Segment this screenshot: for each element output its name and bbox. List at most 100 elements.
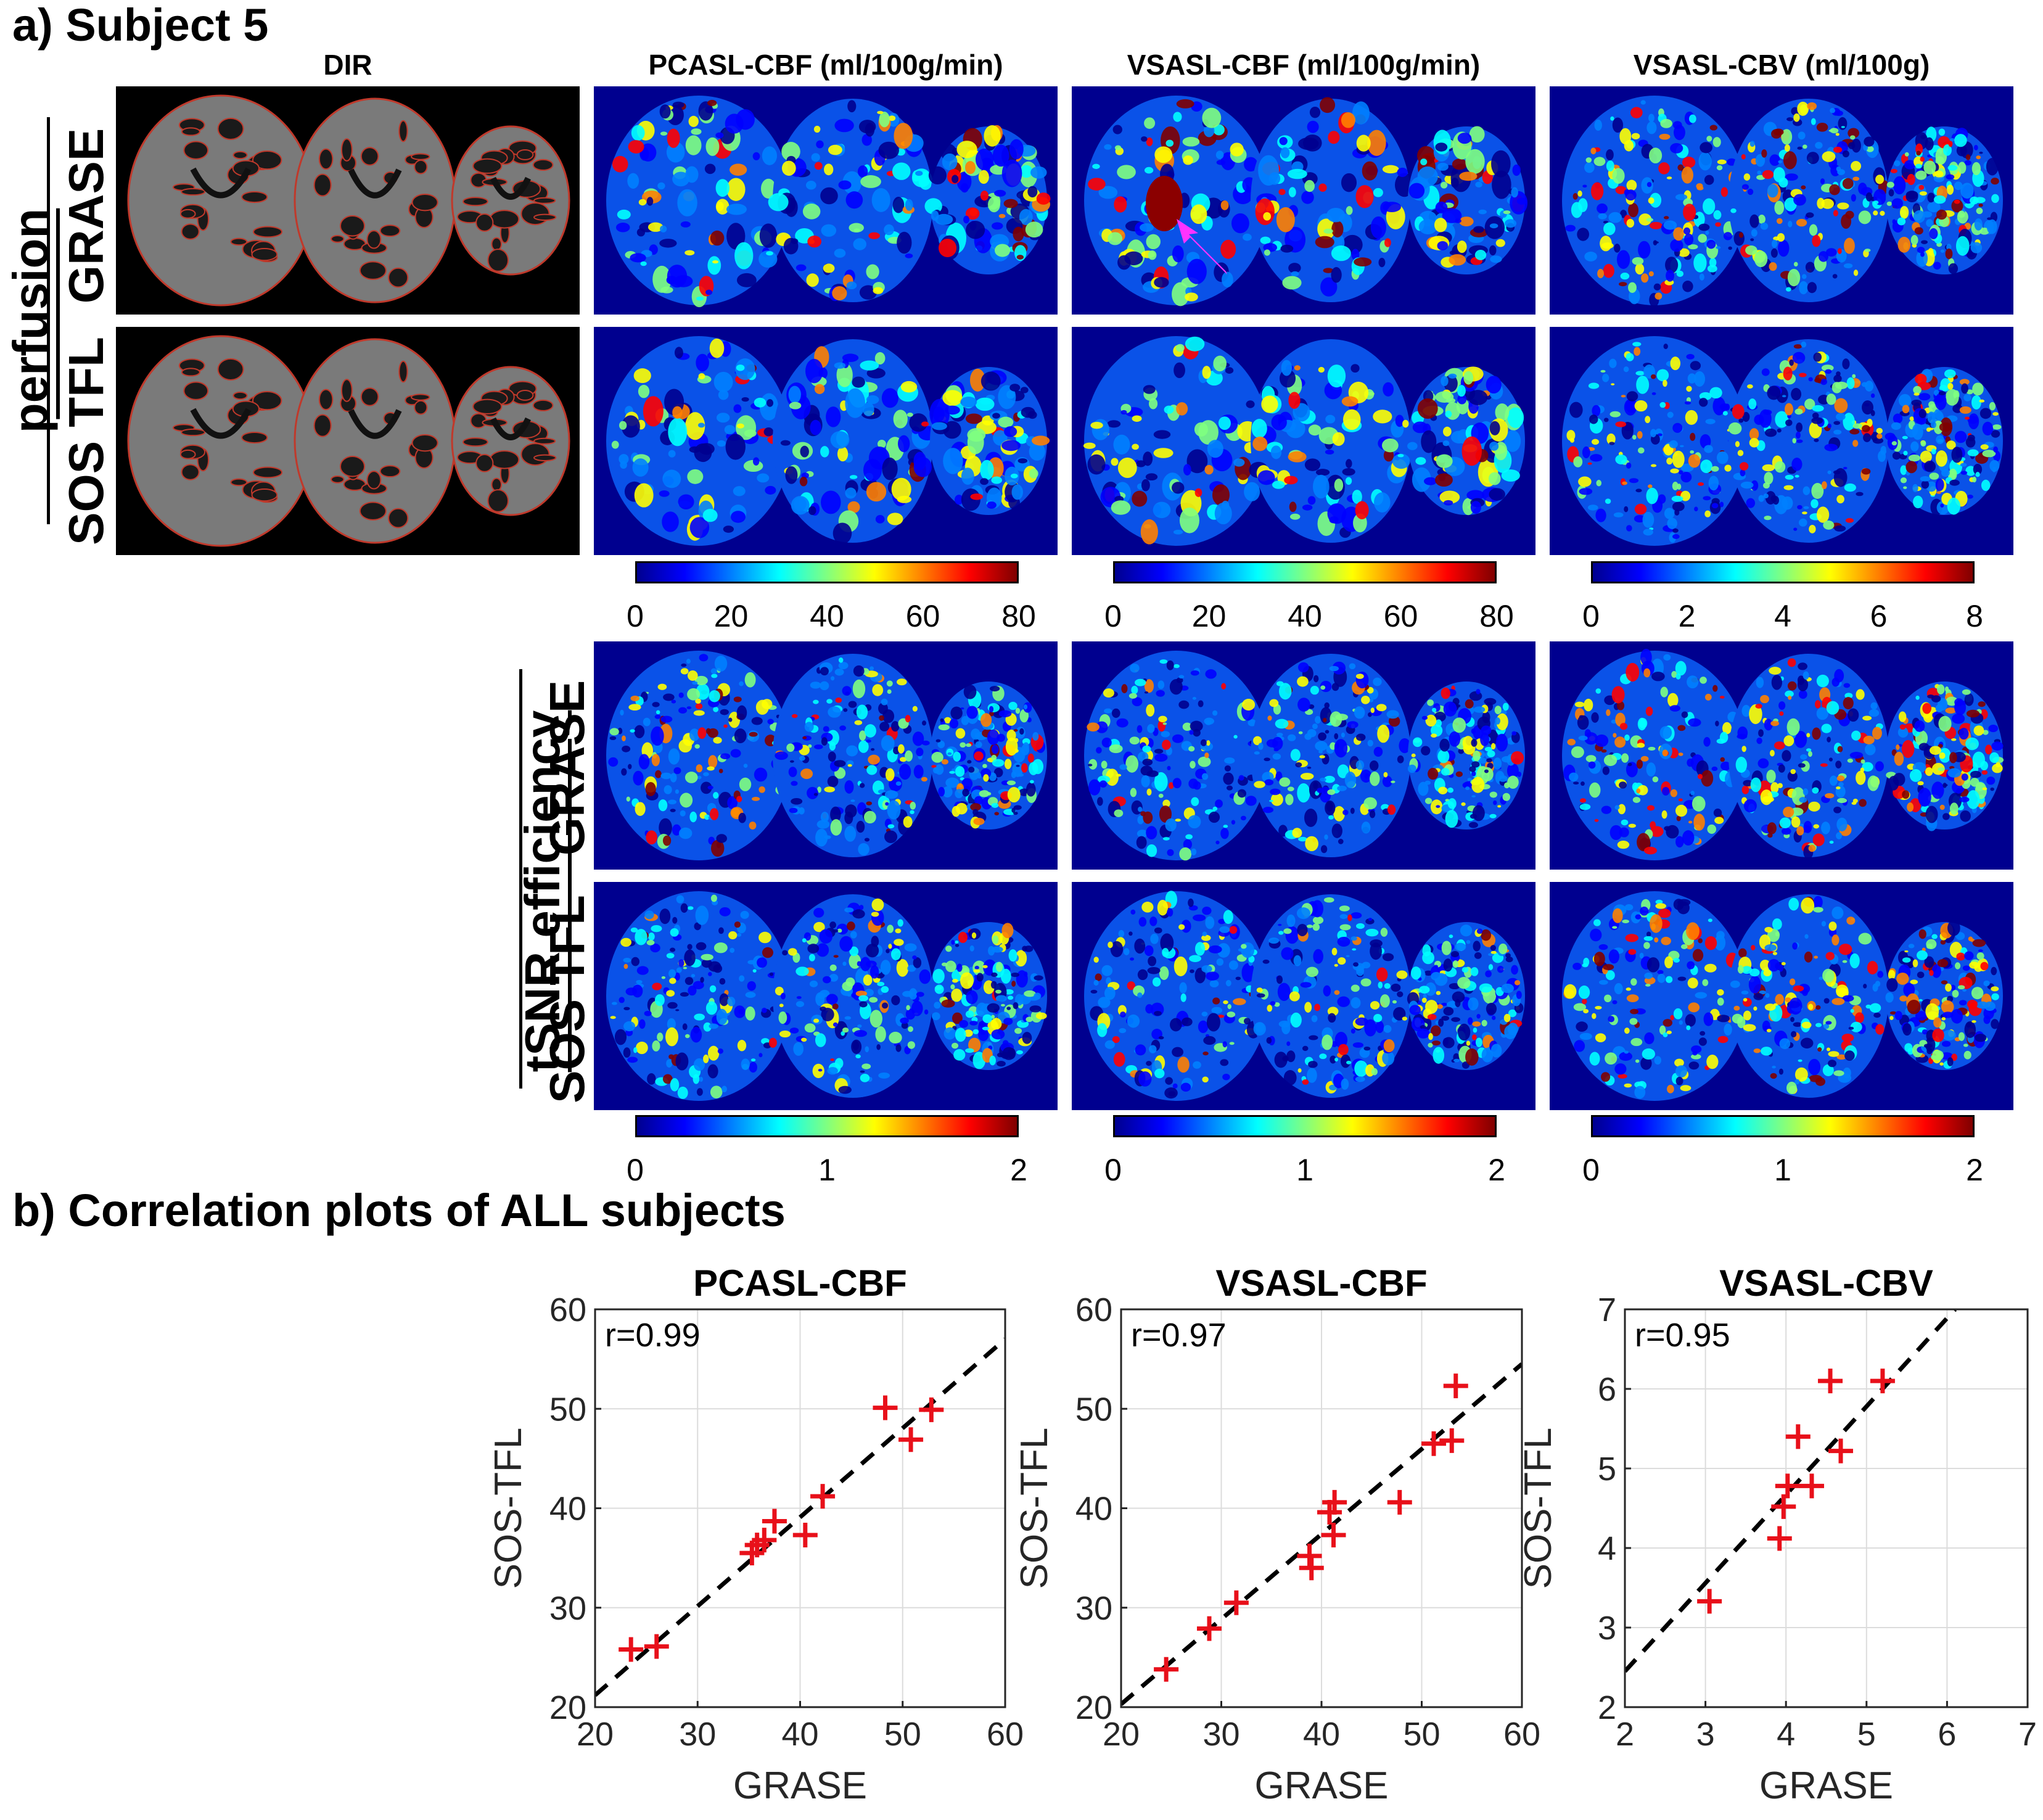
map-blob xyxy=(1934,170,1944,178)
map-blob xyxy=(1272,753,1281,760)
map-blob xyxy=(1355,760,1365,770)
map-blob xyxy=(1659,726,1672,739)
map-blob xyxy=(1713,809,1722,817)
map-blob xyxy=(1830,128,1839,134)
map-blob xyxy=(727,997,736,1007)
map-blob xyxy=(1626,994,1639,1002)
map-blob xyxy=(762,146,778,165)
map-blob xyxy=(1339,905,1350,912)
map-blob xyxy=(1753,993,1764,1000)
map-blob xyxy=(1367,739,1373,747)
map-blob xyxy=(1578,985,1590,999)
map-blob xyxy=(1334,990,1340,995)
map-blob xyxy=(1494,706,1502,715)
map-blob xyxy=(1590,182,1604,200)
perfusion-map-graphic xyxy=(606,891,1047,1101)
map-blob xyxy=(1162,739,1171,750)
map-blob xyxy=(1104,986,1116,1000)
map-blob xyxy=(1584,698,1593,712)
perfusion-map-graphic xyxy=(606,336,1050,546)
map-blob xyxy=(814,744,823,749)
map-blob xyxy=(824,163,834,176)
map-blob xyxy=(1796,439,1803,443)
map-blob xyxy=(1410,966,1421,980)
map-blob xyxy=(791,781,798,786)
map-blob xyxy=(1785,690,1794,698)
map-blob xyxy=(1345,477,1352,485)
map-blob xyxy=(1489,813,1497,818)
map-blob xyxy=(1965,737,1979,751)
map-blob xyxy=(1815,1023,1822,1027)
map-blob xyxy=(659,104,671,119)
map-blob xyxy=(1304,458,1321,471)
map-blob xyxy=(1438,1018,1444,1027)
map-blob xyxy=(718,768,723,773)
map-blob xyxy=(1794,1079,1800,1085)
map-blob xyxy=(1770,1073,1777,1079)
map-blob xyxy=(1351,249,1360,260)
map-blob xyxy=(1338,1044,1349,1056)
map-blob xyxy=(1261,395,1278,413)
map-blob xyxy=(710,839,725,857)
sulcus-mark xyxy=(232,150,248,160)
map-blob xyxy=(880,960,891,975)
map-blob xyxy=(643,717,651,727)
map-blob xyxy=(894,939,904,946)
map-blob xyxy=(713,942,728,953)
map-blob xyxy=(1422,944,1431,957)
map-blob xyxy=(1156,690,1165,697)
sulcus-mark xyxy=(340,138,353,162)
map-blob xyxy=(1770,720,1779,727)
map-blob xyxy=(821,1007,834,1021)
map-blob xyxy=(952,979,958,983)
sulcus-mark xyxy=(241,431,268,444)
map-blob xyxy=(1162,837,1170,841)
map-blob xyxy=(1179,507,1199,533)
map-blob xyxy=(730,163,747,176)
map-blob xyxy=(1828,130,1833,132)
map-blob xyxy=(1640,906,1649,916)
map-blob xyxy=(1138,806,1143,812)
map-blob xyxy=(1709,125,1718,131)
map-blob xyxy=(622,735,626,742)
map-blob xyxy=(1201,1011,1208,1017)
map-blob xyxy=(1831,382,1842,393)
map-blob xyxy=(1314,1003,1321,1011)
map-blob xyxy=(723,724,728,728)
map-blob xyxy=(1603,263,1614,278)
map-blob xyxy=(1775,994,1784,1005)
map-blob xyxy=(1967,790,1980,809)
map-blob xyxy=(860,175,881,188)
map-blob xyxy=(1704,175,1714,185)
map-blob xyxy=(1507,1023,1518,1036)
map-blob xyxy=(1266,739,1278,747)
map-blob xyxy=(1087,454,1106,475)
map-blob xyxy=(912,955,917,960)
ventricle-mark xyxy=(348,409,402,439)
map-blob xyxy=(1691,1045,1702,1053)
map-blob xyxy=(1670,356,1680,371)
sulcus-mark xyxy=(339,215,366,237)
map-blob xyxy=(941,999,955,1008)
map-blob xyxy=(995,989,1002,994)
map-blob xyxy=(1334,963,1338,967)
map-blob xyxy=(1632,435,1637,440)
map-blob xyxy=(1688,454,1701,468)
map-blob xyxy=(736,415,757,440)
map-blob xyxy=(969,945,974,952)
map-blob xyxy=(1777,783,1783,788)
map-blob xyxy=(707,728,718,738)
map-blob xyxy=(1497,965,1504,973)
map-blob xyxy=(1918,788,1931,807)
map-blob xyxy=(766,251,773,256)
map-blob xyxy=(1457,393,1467,405)
map-blob xyxy=(726,204,747,215)
map-blob xyxy=(1842,150,1849,158)
map-blob xyxy=(694,1013,705,1021)
map-blob xyxy=(1579,798,1587,803)
map-blob xyxy=(1104,708,1112,714)
map-blob xyxy=(801,1037,807,1042)
map-blob xyxy=(891,721,900,732)
map-blob xyxy=(710,894,717,902)
map-blob xyxy=(1648,113,1655,123)
